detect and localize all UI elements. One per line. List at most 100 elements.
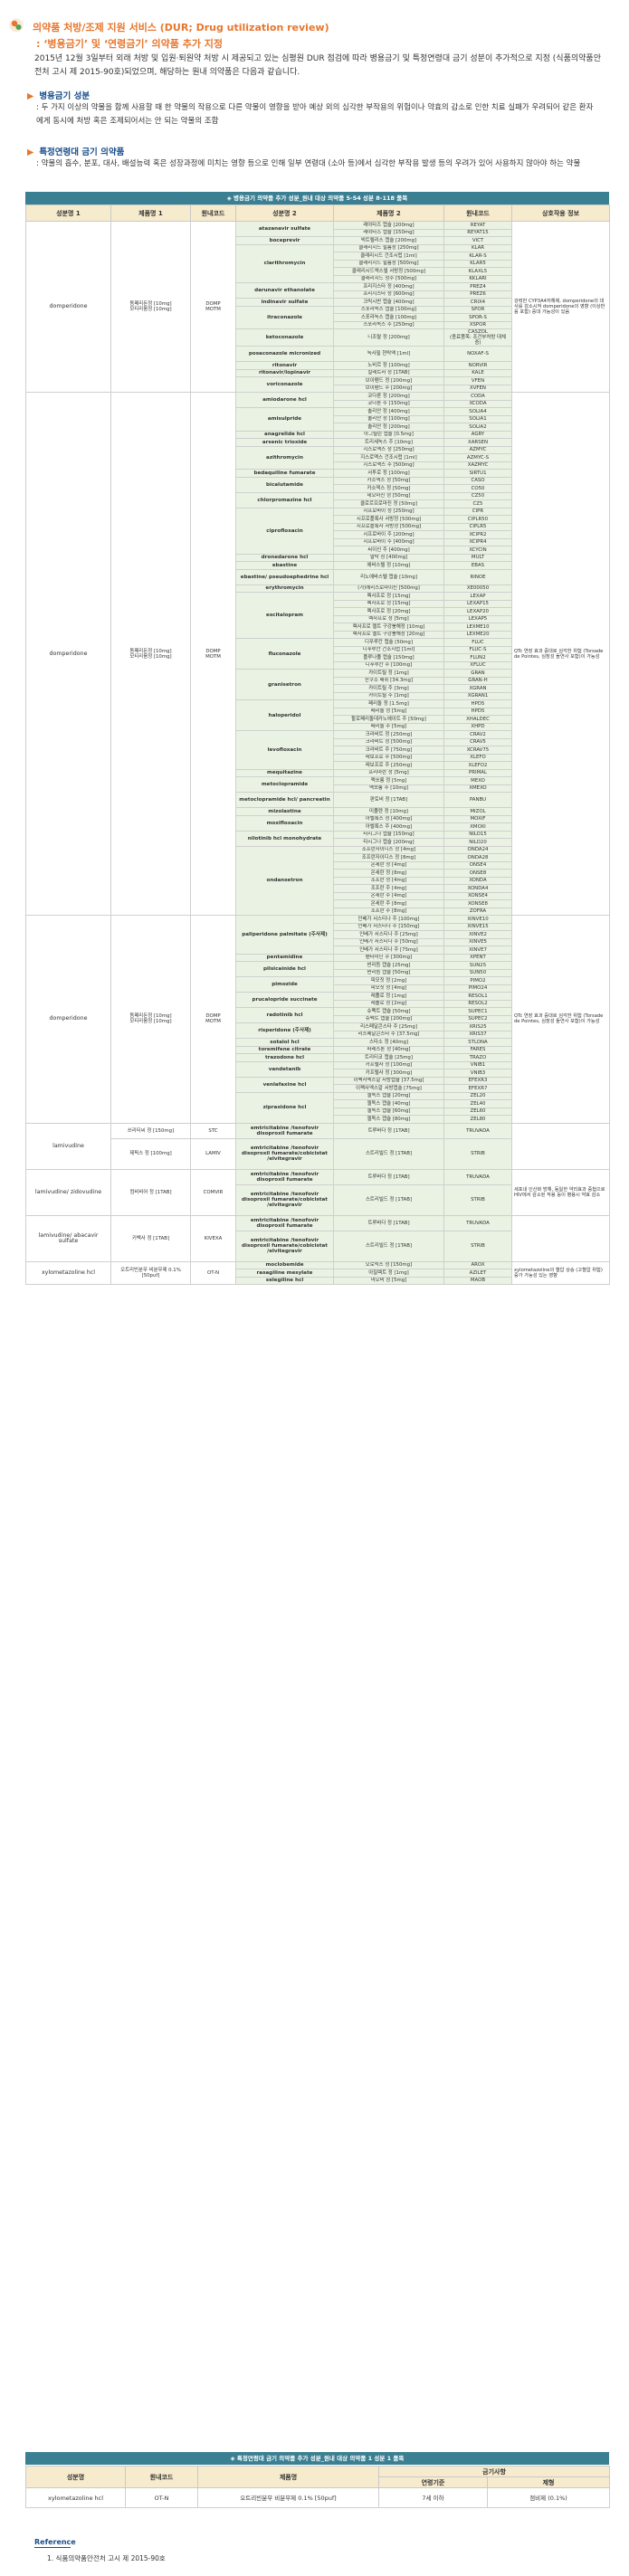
ingredient1-cell: lamivudine/ zidovudine [25,1168,111,1216]
code2-cell: LEXAP15 [443,599,512,608]
table-row: anagrelide hcl 아그릴린 캡슐 [0.5mg] AGRY [26,430,610,439]
product2-cell: 스트리빌드 정 [1TAB] [333,1137,444,1170]
ingredient2-cell: metoclopramide hcl/ pancreatin [235,792,334,808]
product2-cell: 레보프로 주 [500mg] [333,753,444,762]
reference-title: Reference [34,2538,76,2546]
code2-cell: GRAN-H [443,676,512,685]
ingredient2-cell: radotinib hcl [235,1007,334,1023]
table-row: fluconazole 디푸루칸 캡슐 [50mg] FLUC [26,638,610,670]
ingredient2-cell: emtricitabine /tenofovir disoproxil fuma… [235,1214,334,1231]
table-row: ciprofloxacin 시프로바이 정 [250mg] CIPR [26,507,610,555]
table-row: escitalopram 렉사프로 정 [15mg] LEXAP [26,592,610,639]
code2-cell: REYAT15 [443,228,512,237]
table-row: nilotinib hcl monohydrate 타시그나 캡슐 [150mg]… [26,830,610,847]
ingredient2-cell: boceprevir [235,236,334,245]
product2-cell: 카소덱스 정 [50mg] [333,484,444,493]
product2-cell: 온세란 정 [4mg] [333,860,444,870]
code2-cell: ZEL60 [443,1107,512,1116]
product2-cell: 카이트릴 주 [1mg] [333,691,444,700]
code2-cell: XINVE7 [443,946,512,955]
table1-header-row: 성분명 1 제품명 1 원내코드 성분명 2 제품명 2 원내코드 상호작용 정… [25,204,610,222]
product1-cell: 돔페리돈정 [10mg] 모티리움정 [10mg] [110,221,191,393]
product2-cell: 칼레트라 정 [1TAB] [333,368,444,377]
ingredient2-cell: ondansetron [235,845,334,916]
ingredient2-cell: toremifene citrate [235,1045,334,1054]
code2-cell: XMOXI [443,822,512,832]
code2-cell: VICT [443,236,512,245]
table-row: ketoconazole 니조랄 정 [200mg] CASZOL (종료품목: 조… [26,328,610,347]
section-title-text: 병용금기 성분 [39,91,91,101]
table-row: 제픽스 정 [100mg] LAMIV emtricitabine /tenofov… [26,1137,610,1170]
code1-cell: STC [190,1122,236,1139]
code2-cell: SIRTU1 [443,469,512,478]
section-title-age: ▶ 특정연령대 금기 의약품 [27,145,124,157]
code2-cell: XGRAN1 [443,691,512,700]
table-row: 타시그나 캡슐 [200mg] NILO20 [26,838,610,847]
header-ingredient1: 성분명 1 [25,204,111,222]
table-row: lamivudine/ abacavir sulfate 키벡사 정 [1TAB]… [25,1214,610,1262]
table-row: xylometazoline hcl OT-N 오트리빈분무 비분무제 0.1%… [25,2487,611,2508]
product2-cell: 렉사프로 정 [5mg] [333,614,444,623]
ingredient1-cell: domperidone [25,392,111,916]
product2-cell: 플루나졸 캡슐 [150mg] [333,653,444,662]
product2-cell: 스포라녹스 캡슐 [100mg] [333,305,444,314]
header-product2: 제품명 2 [333,204,444,222]
code2-cell: EFEXR3 [443,1076,512,1085]
table1-title-bar: ◈ 병용금기 의약품 추가 성분_원내 대상 의약품 5-54 성분 8-118… [25,192,609,204]
code2-cell: CASO [443,476,512,485]
product2-cell: 멀탁 정 [400mg] [333,553,444,562]
interaction-info-cell: 세포내 인산화 방해, 동일한 약리효과 중첩으로 HIV에서 감소된 작용 등… [511,1168,610,1216]
product2-cell: 리스페달콘스타 주 [25mg] [333,1022,444,1031]
table-row: 시프로바이 주 [400mg] XCIPR4 [26,537,610,547]
ingredient2-cell: voriconazole [235,376,334,393]
t2-header-contraindication: 금기사항 [377,2466,611,2477]
product2-cell: 할로페리돌데카노에이트 주 [50mg] [333,715,444,724]
ingredient2-cell: risperidone (주사제) [235,1022,334,1039]
product2-cell: 프리지스타 정 [600mg] [333,290,444,299]
product1-cell: 쓰리티씨 정 [150mg] [110,1122,191,1139]
code2-cell: SUPEC1 [443,1007,512,1016]
table-row: dronedarone hcl 멀탁 정 [400mg] MULT [26,553,610,562]
ingredient2-cell: erythromycin [235,584,334,593]
section-body-age: : 약물의 흡수, 분포, 대사, 배설능력 혹은 성장과정에 미치는 영향 등… [36,159,581,168]
product2-cell: 이팩사엑스알 서방캡슐 [37.5mg] [333,1076,444,1085]
code2-cell: XONSE8 [443,899,512,908]
product2-cell: 아벨록스 주 [400mg] [333,822,444,832]
product2-cell: 펜타미딘 주 [300mg] [333,953,444,962]
ingredient2-cell: amisulpride [235,407,334,432]
code2-cell: ZEL80 [443,1115,512,1124]
header-interaction: 상호작용 정보 [511,204,610,222]
code2-cell: CO50 [443,484,512,493]
product2-cell: 네오마진 정 [50mg] [333,491,444,500]
code2-cell: XCYCIN [443,546,512,555]
code2-cell: CASZOL (종료품목: 조건부처방 대체 중) [443,328,512,347]
ingredient2-cell: pentamidine [235,953,334,962]
table-row: radotinib hcl 슈펙트 캡슐 [50mg] SUPEC1 [26,1007,610,1023]
table-row: haloperidol 페리돌 정 [1.5mg] HPD5 [26,699,610,731]
product2-cell: 렉사프로 멜트 구강붕해정 [10mg] [333,623,444,632]
product2-cell: 프리지스타 정 [400mg] [333,282,444,291]
t2-cell-code: OT-N [125,2487,198,2508]
product2-cell: 파레스톤 정 [40mg] [333,1045,444,1054]
code2-cell: TRAZO [443,1053,512,1062]
product2-cell: 트루바다 정 [1TAB] [333,1214,444,1231]
product2-cell: 솔리안 정 [200mg] [333,423,444,432]
table2-title-bar: ◈ 특정연령대 금기 의약품 추가 성분_원내 대상 의약품 1 성분 1 품목 [25,2452,609,2465]
code2-cell: XMEXO [443,784,512,793]
interaction-info-cell: QTc 연장 효과 증대로 심각한 위험 (Torsade de Pointes… [511,392,610,916]
product2-cell: 스트리빌드 정 [1TAB] [333,1183,444,1216]
code1-cell: DOMP MOTM [190,221,236,393]
code2-cell: HPD5 [443,707,512,716]
ingredient1-cell: xylometazoline hcl [25,1260,111,1285]
code2-cell: XGRAN [443,684,512,693]
product2-cell: 인베가 서스티나 주 [75mg] [333,946,444,955]
product2-cell: 산쿠소 패취 [34.3mg] [333,676,444,685]
code2-cell: STRIB [443,1137,512,1170]
code2-cell: TRUVADA [443,1168,512,1185]
product2-cell: 오로릭스 정 [150mg] [333,1260,444,1269]
ingredient2-cell: trazodone hcl [235,1053,334,1062]
code2-cell: NORVIR [443,361,512,370]
table-row: ebastine/ pseudoephedrine hcl 리노에바스텔 캡슐 [… [26,568,610,585]
product2-cell: 크라비트 주 [750mg] [333,746,444,755]
t2-header-age: 연령기준 [378,2476,488,2488]
